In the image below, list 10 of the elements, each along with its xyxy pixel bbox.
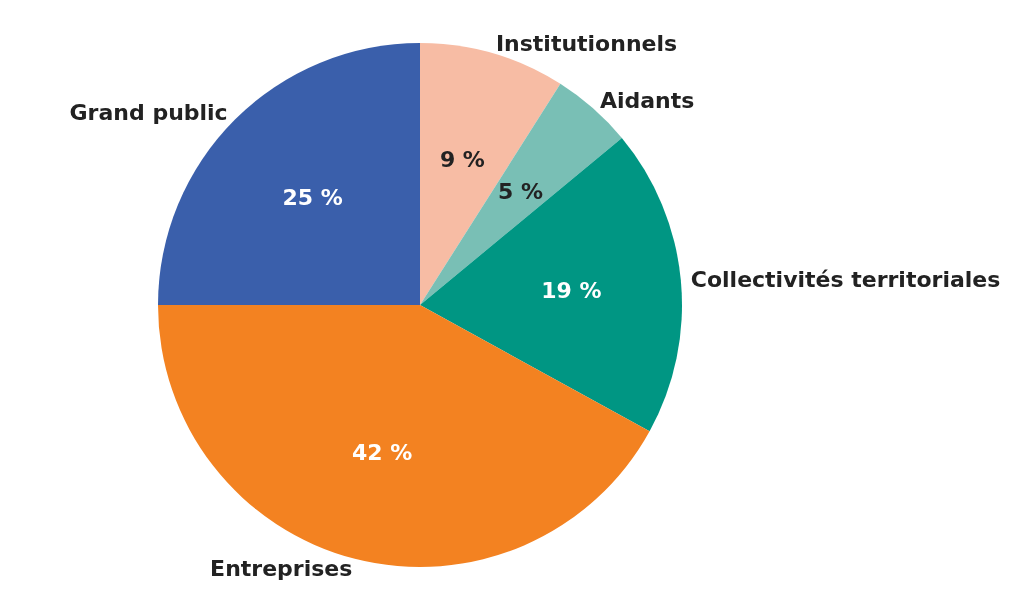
data-label: 9 % bbox=[439, 146, 485, 172]
data-label: 19 % bbox=[541, 278, 602, 304]
data-label: 42 % bbox=[352, 439, 413, 465]
slice-label: Institutionnels bbox=[495, 31, 678, 57]
data-label: 5 % bbox=[497, 178, 543, 204]
slice-label: Grand public bbox=[69, 100, 228, 126]
slice-label: Collectivités territoriales bbox=[690, 266, 1001, 292]
slice-label: Aidants bbox=[599, 88, 695, 114]
slice-label: Entreprises bbox=[210, 555, 353, 581]
data-label: 25 % bbox=[282, 185, 343, 211]
